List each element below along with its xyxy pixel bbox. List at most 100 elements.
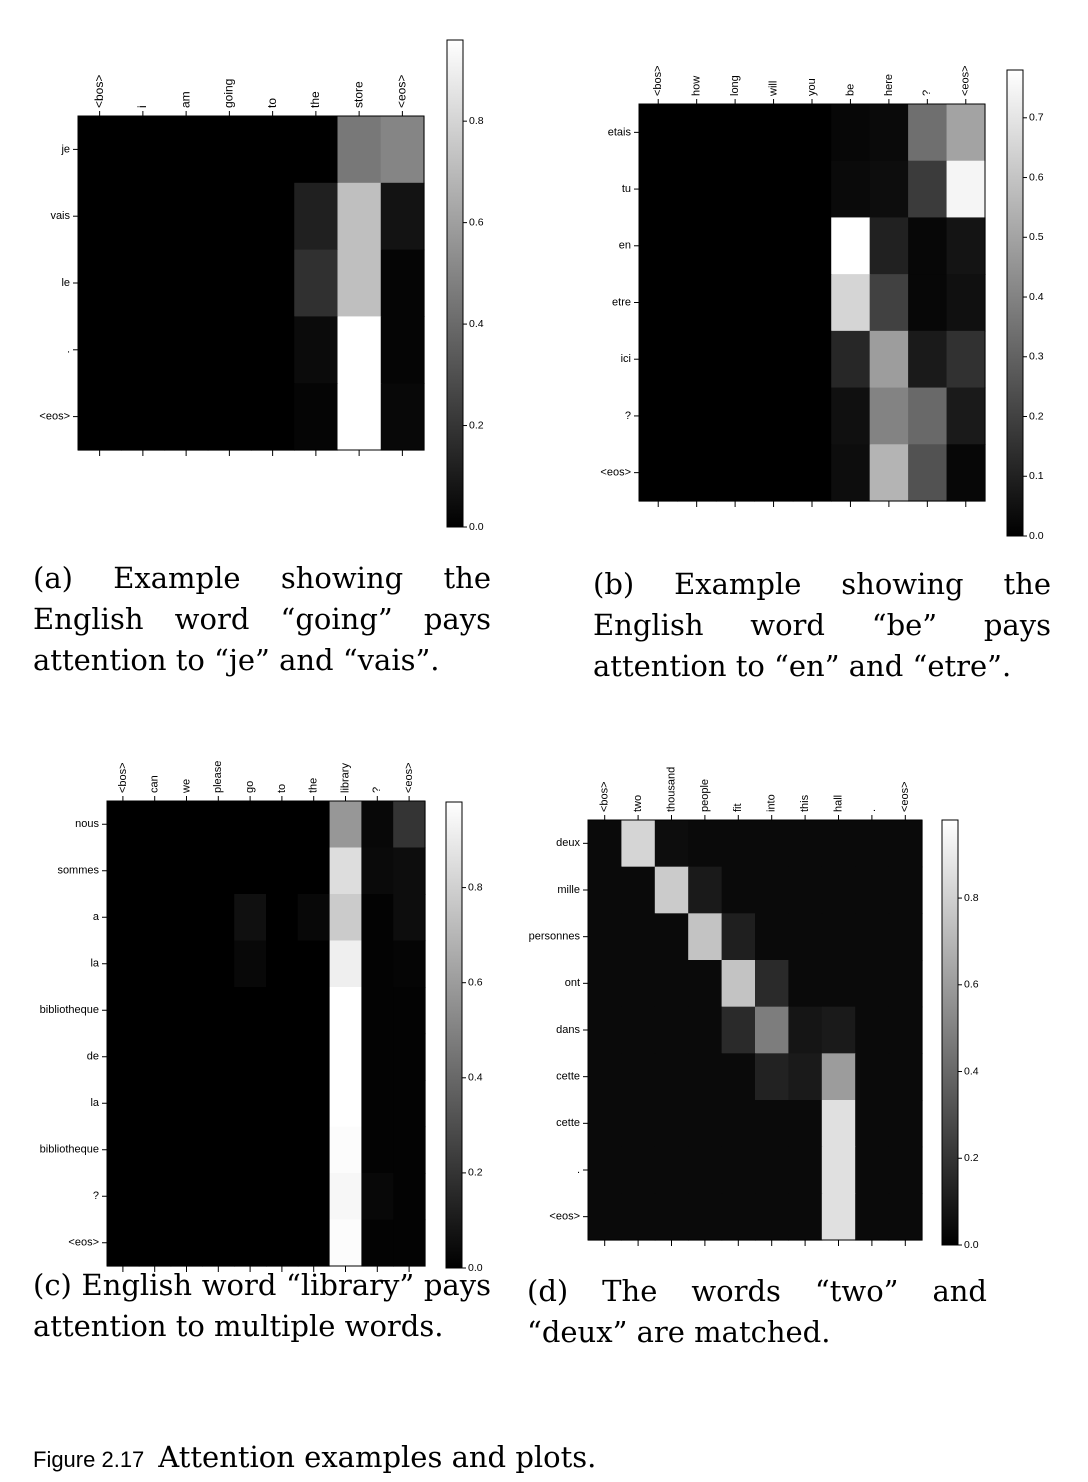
colorbar-tick-label: 0.6 [1029,171,1044,183]
heatmap-cell [393,847,426,895]
heatmap-cell [888,1100,923,1148]
heatmap-cell [788,960,823,1008]
heatmap-frame [106,800,426,1267]
heatmap-cell [688,1006,723,1054]
heatmap-cell [888,1193,923,1241]
heatmap-cell [855,1146,890,1194]
heatmap-cell [207,182,252,251]
heatmap-cell [138,1173,172,1221]
heatmap-cell [788,1193,823,1241]
heatmap-cell [202,894,235,942]
heatmap-cell [831,217,871,275]
heatmap-cell [621,866,656,914]
caption-b: (b) Example showing the English word “be… [593,567,1051,683]
x-tick-label: this [799,794,811,812]
colorbar-tick-label: 0.6 [468,976,483,988]
heatmap-cell [946,104,986,162]
heatmap-cell [946,444,986,502]
heatmap-cell [107,801,140,849]
colorbar-tick-label: 0.1 [1029,470,1044,482]
heatmap-cell [234,1173,267,1221]
heatmap-cell [297,1033,331,1081]
heatmap-cell [266,847,299,895]
heatmap-cell [721,1100,756,1148]
heatmap-cell [755,1053,789,1101]
heatmap-cell [888,820,923,868]
y-tick-label: dans [556,1024,580,1036]
heatmap-cell [869,444,909,502]
heatmap-cell [688,1100,723,1148]
heatmap-cell [380,182,425,251]
heatmap-cell [754,160,794,219]
heatmap-cell [755,1146,789,1194]
x-tick-label: library [339,763,351,793]
heatmap-cell [138,1080,172,1128]
heatmap-cell [792,274,832,332]
heatmap-cell [621,1146,656,1194]
heatmap-cell [337,383,382,451]
caption-a: (a) Example showing the English word “go… [33,561,491,677]
heatmap-cell [361,1033,394,1081]
heatmap-cell [164,383,209,451]
heatmap-cell [393,987,426,1035]
heatmap-cell [721,1053,756,1101]
x-tick-label: please [212,761,224,793]
heatmap-cell [869,274,909,332]
colorbar-tick-label: 0.2 [469,419,484,431]
heatmap-cell [380,249,425,317]
heatmap-cell [393,940,426,988]
heatmap-cell [393,894,426,942]
heatmap-cell [294,116,339,184]
y-tick-label: la [90,1097,99,1109]
x-tick-label: fit [732,803,744,812]
heatmap-cell [266,1080,299,1128]
y-tick-label: a [93,911,100,923]
heatmap-cell [107,1126,140,1174]
x-tick-label: i [135,105,149,108]
y-tick-label: <eos> [549,1211,580,1223]
heatmap-cell [170,940,203,988]
heatmap-cell [297,1173,331,1221]
y-tick-label: ont [565,977,580,989]
heatmap-panel-b: <bos> how long will you be here? <eos> etais tu en… [600,65,1044,541]
heatmap-cell [234,894,267,942]
heatmap-cell [654,1053,689,1101]
colorbar-tick-label: 0.6 [964,979,979,991]
heatmap-cell [337,316,382,384]
heatmap-cell [138,894,172,942]
heatmap-cell [297,987,331,1035]
colorbar-tick-label: 0.2 [1029,410,1044,422]
heatmap-cell [170,1033,203,1081]
heatmap-cell [393,1126,426,1174]
heatmap-cell [234,1126,267,1174]
heatmap-cells [639,104,986,502]
heatmap-cell [621,1006,656,1054]
heatmap-cell [170,847,203,895]
heatmap-cell [361,1126,394,1174]
heatmap-cell [107,1080,140,1128]
colorbar-tick-label: 0.4 [469,318,484,330]
heatmap-cell [266,987,299,1035]
heatmap-cell [855,820,890,868]
heatmap-cell [869,387,909,445]
y-tick-label: sommes [57,865,99,877]
x-tick-label: <bos> [599,781,611,812]
y-tick-label: de [87,1051,99,1063]
heatmap-cell [869,104,909,162]
heatmap-cell [621,960,656,1008]
heatmap-cell [266,940,299,988]
heatmap-cell [755,960,789,1008]
x-tick-label: people [699,779,711,812]
heatmap-cell [688,1053,723,1101]
x-tick-label: <eos> [395,75,409,108]
heatmap-cell [138,1126,172,1174]
heatmap-cell [888,1006,923,1054]
heatmap-cell [329,1080,362,1128]
y-tick-label: bibliotheque [40,1144,99,1156]
heatmap-cell [946,330,986,389]
y-tick-label: ? [93,1190,99,1202]
heatmap-cell [297,847,331,895]
heatmap-cell [654,820,689,868]
heatmap-cell [715,330,755,389]
heatmap-cell [361,987,394,1035]
